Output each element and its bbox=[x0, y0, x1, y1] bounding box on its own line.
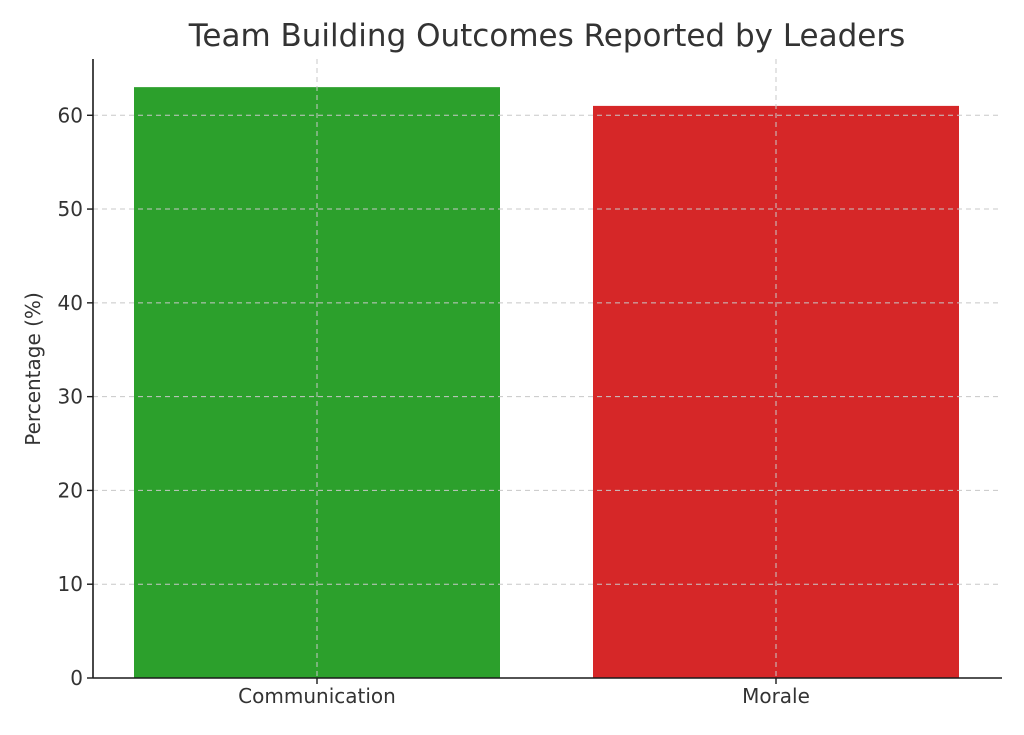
y-tick-label: 0 bbox=[70, 666, 83, 690]
y-tick-label: 30 bbox=[58, 385, 83, 409]
bar-communication bbox=[134, 87, 500, 679]
chart-title: Team Building Outcomes Reported by Leade… bbox=[188, 18, 906, 54]
y-tick-label: 50 bbox=[58, 197, 83, 221]
x-tick-label: Communication bbox=[238, 684, 396, 708]
y-axis-label: Percentage (%) bbox=[21, 292, 45, 445]
y-tick-label: 40 bbox=[58, 291, 83, 315]
plot-area: 0 10 20 30 40 50 60 Communication Morale bbox=[58, 59, 1002, 708]
y-tick-label: 20 bbox=[58, 478, 83, 502]
y-tick-label: 10 bbox=[58, 572, 83, 596]
y-tick-label: 60 bbox=[58, 103, 83, 127]
x-tick-label: Morale bbox=[742, 684, 810, 708]
